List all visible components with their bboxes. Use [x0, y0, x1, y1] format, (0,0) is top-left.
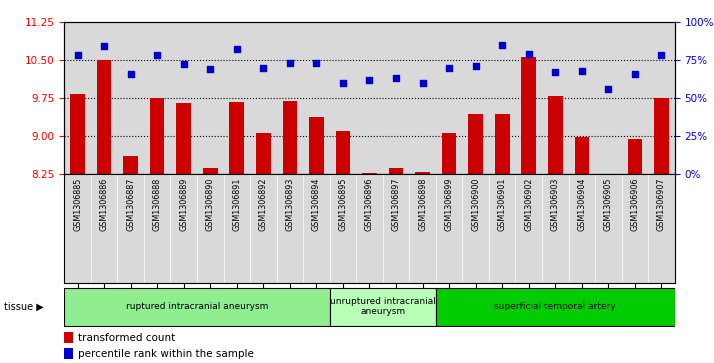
Point — [417, 80, 428, 86]
Bar — [628, 139, 642, 174]
Bar — [654, 98, 669, 174]
Bar — [150, 98, 164, 174]
Bar — [388, 168, 403, 174]
Text: unruptured intracranial
aneurysm: unruptured intracranial aneurysm — [330, 297, 436, 317]
Point — [443, 65, 455, 70]
Text: GSM1306885: GSM1306885 — [73, 178, 82, 231]
Point — [204, 66, 216, 72]
Text: GSM1306888: GSM1306888 — [153, 178, 161, 231]
FancyBboxPatch shape — [64, 287, 330, 326]
Bar — [176, 103, 191, 174]
Bar — [442, 133, 456, 174]
Text: GSM1306886: GSM1306886 — [99, 178, 109, 231]
Text: GSM1306900: GSM1306900 — [471, 178, 480, 231]
Bar — [229, 102, 244, 174]
Point — [523, 51, 535, 57]
Point — [337, 80, 348, 86]
Text: GSM1306889: GSM1306889 — [179, 178, 188, 231]
Bar — [124, 156, 138, 174]
Bar — [309, 117, 323, 174]
Bar — [575, 136, 589, 174]
Bar — [548, 97, 563, 174]
FancyBboxPatch shape — [436, 287, 675, 326]
Text: GSM1306899: GSM1306899 — [445, 178, 453, 231]
Bar — [64, 333, 73, 343]
Text: GSM1306892: GSM1306892 — [259, 178, 268, 231]
Text: GSM1306903: GSM1306903 — [550, 178, 560, 231]
Bar — [64, 348, 73, 359]
Text: GSM1306891: GSM1306891 — [232, 178, 241, 231]
Text: GSM1306898: GSM1306898 — [418, 178, 427, 231]
Point — [231, 46, 243, 52]
Point — [655, 52, 667, 58]
Bar — [495, 114, 510, 174]
Bar — [203, 168, 218, 174]
Point — [284, 60, 296, 66]
Bar — [336, 131, 351, 174]
Point — [151, 52, 163, 58]
Bar — [283, 101, 297, 174]
Text: GSM1306904: GSM1306904 — [578, 178, 586, 231]
Point — [496, 42, 508, 48]
Text: tissue ▶: tissue ▶ — [4, 302, 44, 312]
Point — [72, 52, 84, 58]
Text: GSM1306905: GSM1306905 — [604, 178, 613, 231]
Text: GSM1306887: GSM1306887 — [126, 178, 135, 231]
Bar — [521, 57, 536, 174]
Text: GSM1306893: GSM1306893 — [286, 178, 294, 231]
Text: GSM1306901: GSM1306901 — [498, 178, 507, 231]
Text: superficial temporal artery: superficial temporal artery — [495, 302, 616, 311]
Point — [470, 63, 481, 69]
Text: GSM1306895: GSM1306895 — [338, 178, 348, 231]
Bar — [468, 114, 483, 174]
Point — [178, 62, 189, 68]
Text: GSM1306902: GSM1306902 — [524, 178, 533, 231]
Text: GSM1306896: GSM1306896 — [365, 178, 374, 231]
Text: GSM1306890: GSM1306890 — [206, 178, 215, 231]
Bar — [362, 173, 377, 174]
Point — [629, 71, 640, 77]
Point — [576, 68, 588, 73]
Bar — [97, 60, 111, 174]
Point — [550, 69, 561, 75]
Bar — [70, 94, 85, 174]
Text: GSM1306894: GSM1306894 — [312, 178, 321, 231]
Text: transformed count: transformed count — [78, 334, 175, 343]
Point — [125, 71, 136, 77]
Point — [258, 65, 269, 70]
Point — [391, 75, 402, 81]
Text: GSM1306906: GSM1306906 — [630, 178, 640, 231]
Text: GSM1306897: GSM1306897 — [391, 178, 401, 231]
Text: GSM1306907: GSM1306907 — [657, 178, 666, 231]
FancyBboxPatch shape — [330, 287, 436, 326]
Point — [603, 86, 614, 92]
Bar — [256, 132, 271, 174]
Point — [99, 43, 110, 49]
Text: percentile rank within the sample: percentile rank within the sample — [78, 349, 253, 359]
Point — [311, 60, 322, 66]
Text: ruptured intracranial aneurysm: ruptured intracranial aneurysm — [126, 302, 268, 311]
Point — [363, 77, 376, 83]
Bar — [416, 172, 430, 174]
